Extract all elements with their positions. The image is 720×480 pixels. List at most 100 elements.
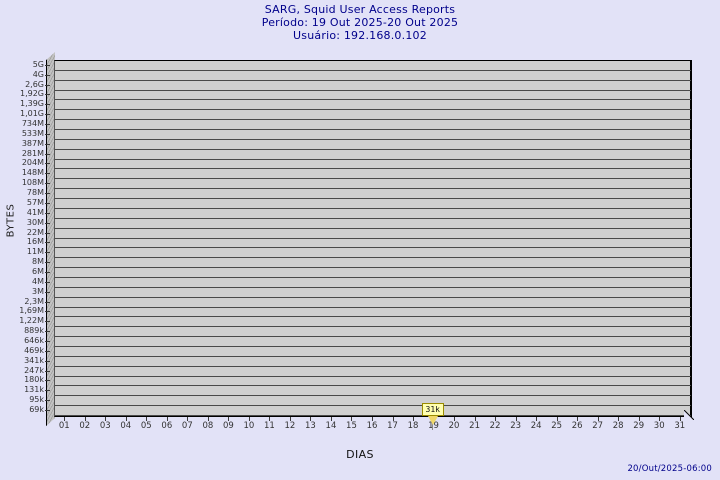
x-axis-tick [392,417,394,421]
gridline [55,139,691,140]
y-axis-tick-label: 180k [24,375,44,384]
gridline [55,70,691,71]
x-axis-tick [454,417,456,421]
y-axis-title: BYTES [5,203,17,238]
y-axis-tick [45,262,50,263]
gridline [55,109,691,110]
y-axis-tick-label: 78M [26,188,44,197]
y-axis-tick-label: 204M [21,158,44,167]
x-axis-tick [187,417,189,421]
y-axis-tick-label: 148M [21,168,44,177]
y-axis-tick-label: 2,6G [25,80,44,89]
y-axis-tick [45,390,50,391]
x-axis-tick [289,417,291,421]
y-axis-tick-label: 5G [32,60,44,69]
gridline [55,247,691,248]
gridline [55,385,691,386]
x-axis-tick-label: 09 [222,421,234,431]
y-axis: 5G 4G 2,6G 1,92G 1,39G 1,01G 734M 533M 387M 281M 2… [0,55,50,425]
y-axis-tick-label: 30M [26,218,44,227]
y-axis-tick-label: 1,92G [19,89,44,98]
y-axis-tick-label: 533M [21,129,44,138]
x-axis-tick [413,417,415,421]
x-axis-tick [125,417,127,421]
y-axis-tick-label: 387M [21,139,44,148]
gridline [55,287,691,288]
y-axis-tick-label: 131k [24,385,44,394]
x-axis-tick-label: 16 [366,421,378,431]
y-axis-tick-label: 57M [26,198,44,207]
x-axis-tick-label: 28 [612,421,624,431]
x-axis-tick [84,417,86,421]
gridline [55,405,691,406]
y-axis-tick [45,223,50,224]
y-axis-tick-label: 247k [24,366,44,375]
x-axis-tick-label: 01 [58,421,70,431]
y-axis-tick [45,94,50,95]
gridline [55,356,691,357]
gridline [55,228,691,229]
gridline [55,346,691,347]
x-axis-tick [310,417,312,421]
gridline [55,307,691,308]
x-axis-tick-label: 11 [263,421,275,431]
gridline [55,267,691,268]
chart-title-block: SARG, Squid User Access Reports Período:… [0,3,720,42]
x-axis-tick [248,417,250,421]
gridline [55,159,691,160]
y-axis-tick [45,242,50,243]
gridline [55,168,691,169]
gridline [55,208,691,209]
gridline [55,178,691,179]
x-axis-tick [105,417,107,421]
y-axis-tick [45,173,50,174]
x-axis-tick [515,417,517,421]
y-axis-tick [45,144,50,145]
page-title: SARG, Squid User Access Reports [264,3,456,16]
gridline [55,395,691,396]
x-axis-tick [228,417,230,421]
data-point-value: 31k [421,403,444,416]
y-axis-tick [45,213,50,214]
y-axis-tick [45,75,50,76]
y-axis-tick [45,183,50,184]
y-axis-tick [45,311,50,312]
y-axis-tick-label: 646k [24,336,44,345]
footer-timestamp: 20/Out/2025-06:00 [627,464,712,474]
x-axis-tick-label: 04 [120,421,132,431]
x-axis-tick-label: 06 [161,421,173,431]
y-axis-tick [45,124,50,125]
y-axis-tick [45,410,50,411]
gridline [55,149,691,150]
x-axis-tick [269,417,271,421]
y-axis-tick [45,163,50,164]
x-axis-tick [351,417,353,421]
y-axis-tick [45,371,50,372]
y-axis-tick-label: 2,3M [24,297,44,306]
y-axis-tick [45,252,50,253]
y-axis-tick-label: 16M [26,237,44,246]
gridline [55,119,691,120]
plot-3d-bottom-right-bevel [684,410,694,420]
x-axis-tick-label: 22 [489,421,501,431]
x-axis-tick [64,417,66,421]
x-axis-tick-label: 10 [243,421,255,431]
gridline [55,80,691,81]
y-axis-tick-label: 3M [32,287,44,296]
y-axis-tick-label: 41M [26,208,44,217]
x-axis-tick-label: 08 [202,421,214,431]
y-axis-tick-label: 95k [29,395,44,404]
y-axis-tick [45,272,50,273]
x-axis-tick [659,417,661,421]
y-axis-tick [45,134,50,135]
x-axis-tick [166,417,168,421]
x-axis-tick-label: 26 [571,421,583,431]
y-axis-tick [45,302,50,303]
gridline [55,99,691,100]
data-point-callout[interactable]: 31k [421,403,444,430]
gridlines-group [55,61,691,416]
x-axis-tick-label: 02 [79,421,91,431]
gridline [55,366,691,367]
x-axis-tick-label: 20 [448,421,460,431]
x-axis-tick-label: 15 [346,421,357,431]
